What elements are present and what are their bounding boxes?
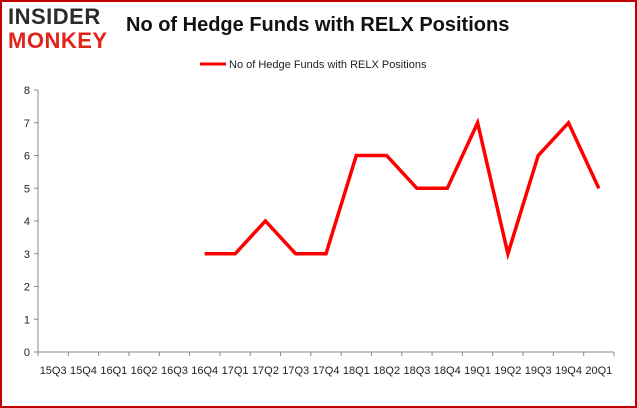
x-tick-label: 15Q4	[70, 365, 97, 377]
y-tick-label: 5	[24, 183, 30, 195]
data-point	[295, 253, 297, 255]
data-point	[325, 253, 327, 255]
logo-line-insider: INSIDER	[8, 4, 101, 29]
legend-label: No of Hedge Funds with RELX Positions	[229, 59, 427, 71]
y-tick-label: 6	[24, 151, 30, 163]
x-tick-label: 16Q4	[191, 365, 218, 377]
y-tick-label: 2	[24, 282, 30, 294]
x-tick-label: 16Q2	[131, 365, 158, 377]
y-tick-label: 3	[24, 249, 30, 261]
data-point	[416, 187, 418, 189]
x-tick-label: 16Q1	[100, 365, 127, 377]
insider-monkey-logo: INSIDER MONKEY	[8, 6, 120, 54]
y-tick-label: 0	[24, 347, 30, 359]
x-tick-label: 17Q1	[222, 365, 249, 377]
data-point	[446, 187, 448, 189]
data-point	[386, 155, 388, 156]
x-tick-label: 19Q1	[464, 365, 491, 377]
data-point	[598, 187, 600, 189]
y-tick-label: 4	[24, 216, 30, 228]
y-tick-label: 7	[24, 118, 30, 130]
y-axis: 0 1 2 3 4 5 6 7 8	[24, 85, 39, 359]
x-tick-label: 20Q1	[585, 365, 612, 377]
data-point	[568, 122, 570, 124]
x-tick-label: 18Q3	[403, 365, 430, 377]
x-tick-label: 18Q1	[343, 365, 370, 377]
x-tick-label: 15Q3	[40, 365, 67, 377]
chart-title: No of Hedge Funds with RELX Positions	[126, 14, 510, 36]
y-tick-label: 8	[24, 85, 30, 97]
series-group	[204, 117, 601, 261]
data-point	[477, 122, 479, 124]
data-point	[264, 220, 266, 222]
x-axis: 15Q3 15Q4 16Q1 16Q2 16Q3 16Q4 17Q1 17Q2 17Q3 17Q4…	[37, 351, 615, 377]
data-point	[355, 155, 357, 156]
x-tick-label: 18Q2	[373, 365, 400, 377]
data-point	[234, 253, 236, 255]
x-tick-label: 17Q2	[252, 365, 279, 377]
logo-line-monkey: MONKEY	[8, 28, 108, 53]
legend: No of Hedge Funds with RELX Positions	[200, 59, 427, 71]
y-tick-label: 1	[24, 314, 30, 326]
data-point	[204, 253, 206, 255]
x-tick-label: 19Q4	[555, 365, 582, 377]
x-tick-label: 19Q3	[525, 365, 552, 377]
x-tick-label: 17Q4	[313, 365, 340, 377]
x-tick-label: 17Q3	[282, 365, 309, 377]
series-line	[204, 117, 601, 261]
data-point	[537, 155, 539, 156]
x-tick-label: 19Q2	[494, 365, 521, 377]
x-tick-label: 16Q3	[161, 365, 188, 377]
data-point	[507, 253, 509, 255]
x-tick-label: 18Q4	[434, 365, 461, 377]
